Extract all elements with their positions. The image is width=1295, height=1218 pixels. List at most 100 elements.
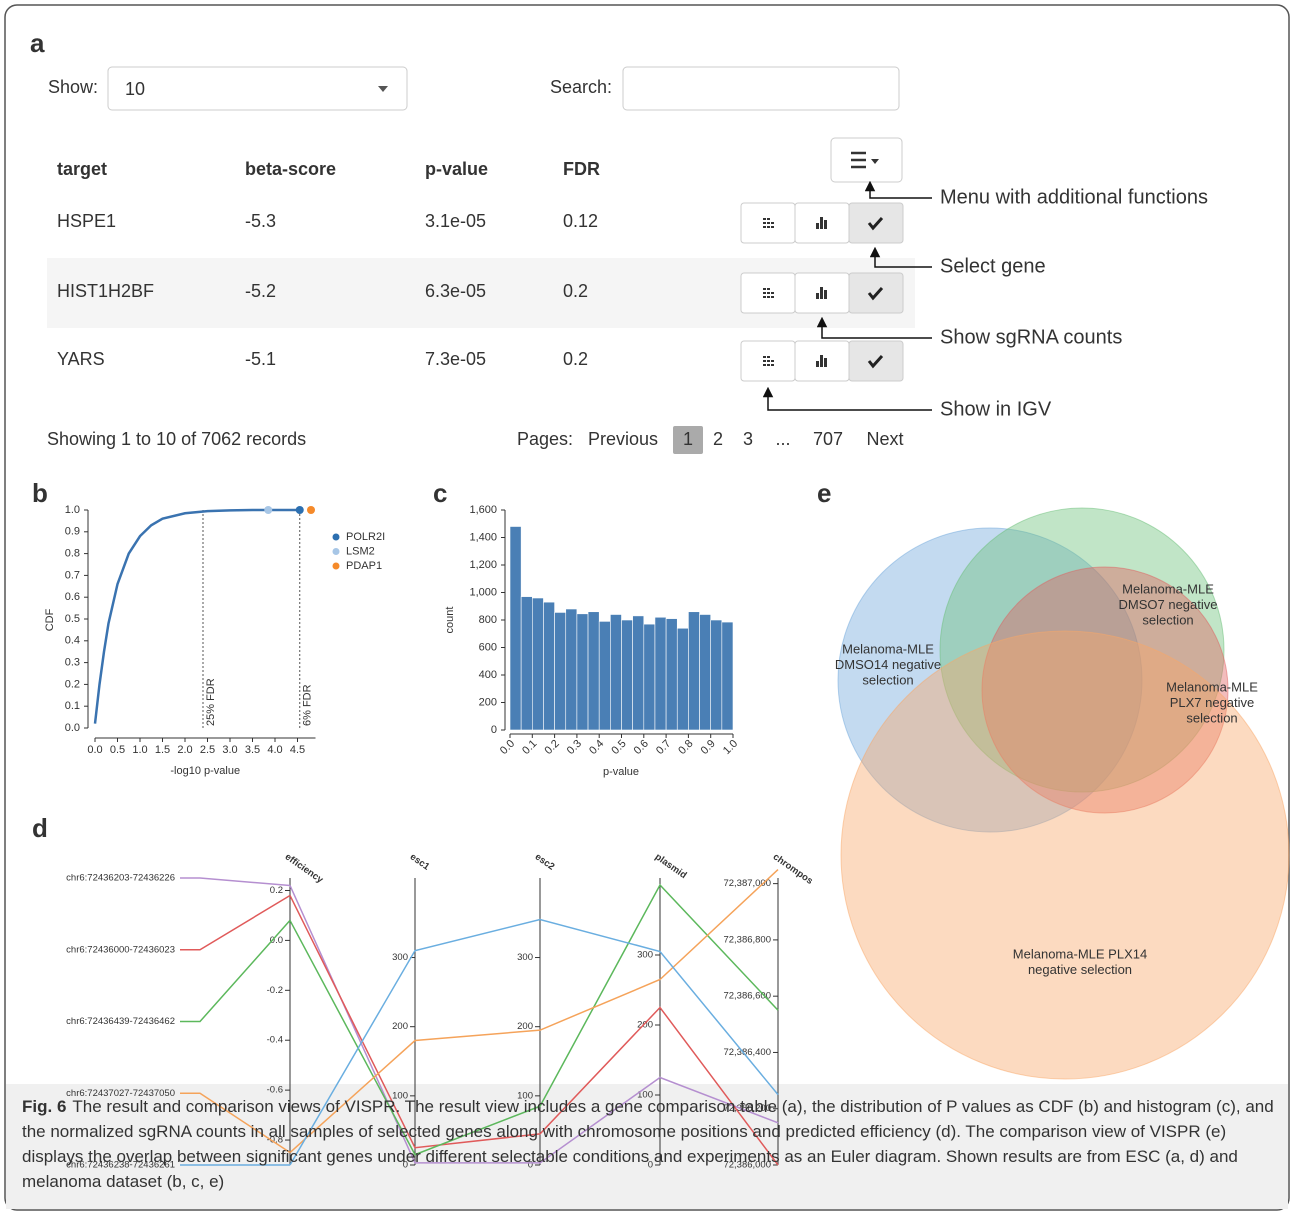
caption: Fig. 6 The result and comparison views of… xyxy=(22,1094,1274,1194)
histogram-bar xyxy=(665,618,678,731)
x-tick-label: 4.5 xyxy=(290,744,305,756)
igv-icon xyxy=(767,364,770,366)
page-link: Previous xyxy=(588,429,658,449)
histogram-bar xyxy=(721,621,734,731)
annotation-arrow xyxy=(864,180,932,199)
pc-line xyxy=(289,885,779,1164)
y-tick-label: 0 xyxy=(491,724,497,736)
gene-link: HIST1H2BF xyxy=(57,281,154,301)
pc-line xyxy=(289,883,779,1156)
euler-label: Melanoma-MLE PLX14 xyxy=(1013,946,1147,961)
label-connector xyxy=(180,1092,291,1154)
search-input[interactable] xyxy=(622,66,900,111)
annotation-arrow xyxy=(762,386,932,411)
euler-label: selection xyxy=(1142,612,1193,627)
igv-icon xyxy=(771,222,774,224)
x-tick-label: 0.0 xyxy=(87,744,102,756)
euler-label: selection xyxy=(1186,710,1237,725)
igv-icon xyxy=(767,296,770,298)
histogram-bar xyxy=(643,623,656,731)
table-cell: -5.3 xyxy=(245,211,276,231)
pc-line xyxy=(289,895,779,1166)
annotation-arrow xyxy=(816,316,932,339)
euler-label: PLX7 negative xyxy=(1170,695,1255,710)
y-tick-label: 0.2 xyxy=(65,678,80,690)
x-tick-label: 0.5 xyxy=(110,744,125,756)
y-tick-label: 0.5 xyxy=(65,613,80,625)
column-header: FDR xyxy=(563,159,600,179)
panel-label: e xyxy=(817,478,831,508)
igv-icon xyxy=(763,296,766,298)
igv-icon xyxy=(763,292,766,294)
igv-icon xyxy=(763,218,766,220)
show-label: Show: xyxy=(48,77,98,97)
igv-icon xyxy=(767,288,770,290)
x-tick-label: 1.5 xyxy=(155,744,170,756)
y-tick-label: 0.8 xyxy=(65,548,80,560)
igv-icon xyxy=(771,226,774,228)
pc-tick-label: -0.2 xyxy=(267,985,283,996)
label-connector xyxy=(180,919,291,1023)
counts-icon xyxy=(816,361,819,367)
x-tick-label: 3.0 xyxy=(222,744,237,756)
euler-label: selection xyxy=(862,672,913,687)
menu-button[interactable] xyxy=(830,137,903,183)
panel-label: a xyxy=(30,28,45,58)
annotation: Menu with additional functions xyxy=(940,186,1208,208)
euler-set xyxy=(939,507,1225,793)
gene-point xyxy=(307,506,315,514)
pages-label: Pages: xyxy=(517,429,573,449)
y-tick-label: 200 xyxy=(479,696,497,708)
y-axis-label: CDF xyxy=(44,608,56,631)
caption-text: The result and comparison views of VISPR… xyxy=(22,1097,1274,1191)
x-tick-label: 2.5 xyxy=(200,744,215,756)
counts-icon xyxy=(824,358,827,367)
y-tick-label: 0.9 xyxy=(65,526,80,538)
igv-icon xyxy=(767,292,770,294)
y-tick-label: 1.0 xyxy=(65,504,80,516)
euler-set xyxy=(837,527,1143,833)
y-tick-label: 0.6 xyxy=(65,591,80,603)
euler-set xyxy=(840,630,1290,1080)
histogram-bar xyxy=(587,611,600,731)
counts-icon xyxy=(820,287,823,299)
table-cell: 0.12 xyxy=(563,211,598,231)
igv-icon xyxy=(771,296,774,298)
euler-label: Melanoma-MLE xyxy=(1122,581,1214,596)
histogram-bar xyxy=(509,526,522,731)
histogram-bar xyxy=(654,616,667,731)
pc-tick-label: 72,386,800 xyxy=(723,934,771,945)
igv-icon xyxy=(763,226,766,228)
page-size-value: 10 xyxy=(125,79,145,99)
pc-tick-label: -0.4 xyxy=(267,1035,283,1046)
pc-tick-label: 200 xyxy=(517,1021,533,1032)
histogram-bar xyxy=(699,614,711,731)
histogram-bar xyxy=(610,614,622,731)
annotation: Show sgRNA counts xyxy=(940,326,1122,348)
y-tick-label: 400 xyxy=(479,669,497,681)
igv-icon xyxy=(763,288,766,290)
page-link: 707 xyxy=(813,429,843,449)
page-link: 3 xyxy=(743,429,753,449)
panel-label: c xyxy=(433,478,447,508)
x-axis-label: -log10 p-value xyxy=(170,765,240,777)
pc-line xyxy=(289,869,779,1154)
pc-tick-label: -0.6 xyxy=(267,1085,283,1096)
pc-line xyxy=(289,918,779,1166)
y-tick-label: 0.0 xyxy=(65,722,80,734)
y-tick-label: 800 xyxy=(479,614,497,626)
euler-label: Melanoma-MLE xyxy=(1166,679,1258,694)
euler-label: Melanoma-MLE xyxy=(842,641,934,656)
menu-caret xyxy=(871,159,879,164)
caption-label: Fig. 6 xyxy=(22,1097,67,1116)
label-connector xyxy=(180,877,291,887)
current-page xyxy=(673,426,703,454)
select-caret xyxy=(378,86,388,92)
sgrna-label: chr6:72436000-72436023 xyxy=(66,944,175,955)
pc-tick-label: 100 xyxy=(517,1090,533,1101)
igv-icon xyxy=(767,222,770,224)
y-tick-label: 0.4 xyxy=(65,635,80,647)
page-size-select[interactable] xyxy=(107,66,408,111)
y-tick-label: 0.1 xyxy=(65,700,80,712)
